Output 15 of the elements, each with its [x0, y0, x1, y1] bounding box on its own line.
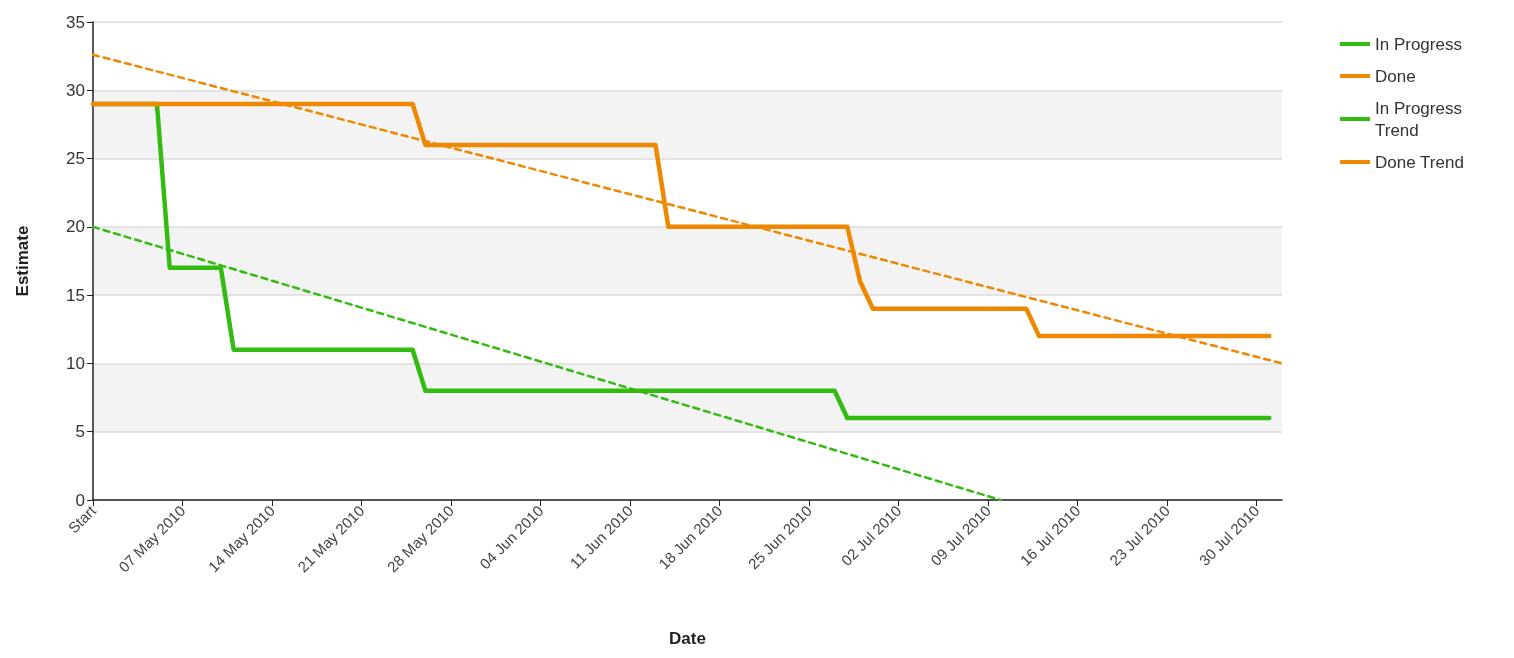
x-axis-title: Date	[669, 629, 706, 648]
y-axis-title: Estimate	[13, 225, 32, 297]
legend-label: Done	[1375, 66, 1416, 86]
y-tick-label: 30	[66, 80, 85, 100]
legend-label: Done Trend	[1375, 152, 1464, 172]
text: In Progress	[1375, 34, 1462, 54]
text: Trend	[1375, 120, 1419, 140]
y-tick-label: 35	[66, 12, 85, 32]
y-tick-label: 15	[66, 285, 85, 305]
legend-label: In Progress	[1375, 98, 1467, 118]
y-tick-label: 0	[75, 490, 85, 510]
y-tick-label: 25	[66, 149, 85, 169]
y-tick-label: 5	[75, 422, 85, 442]
y-tick-label: 20	[66, 217, 85, 237]
y-tick-label: 10	[66, 353, 85, 373]
